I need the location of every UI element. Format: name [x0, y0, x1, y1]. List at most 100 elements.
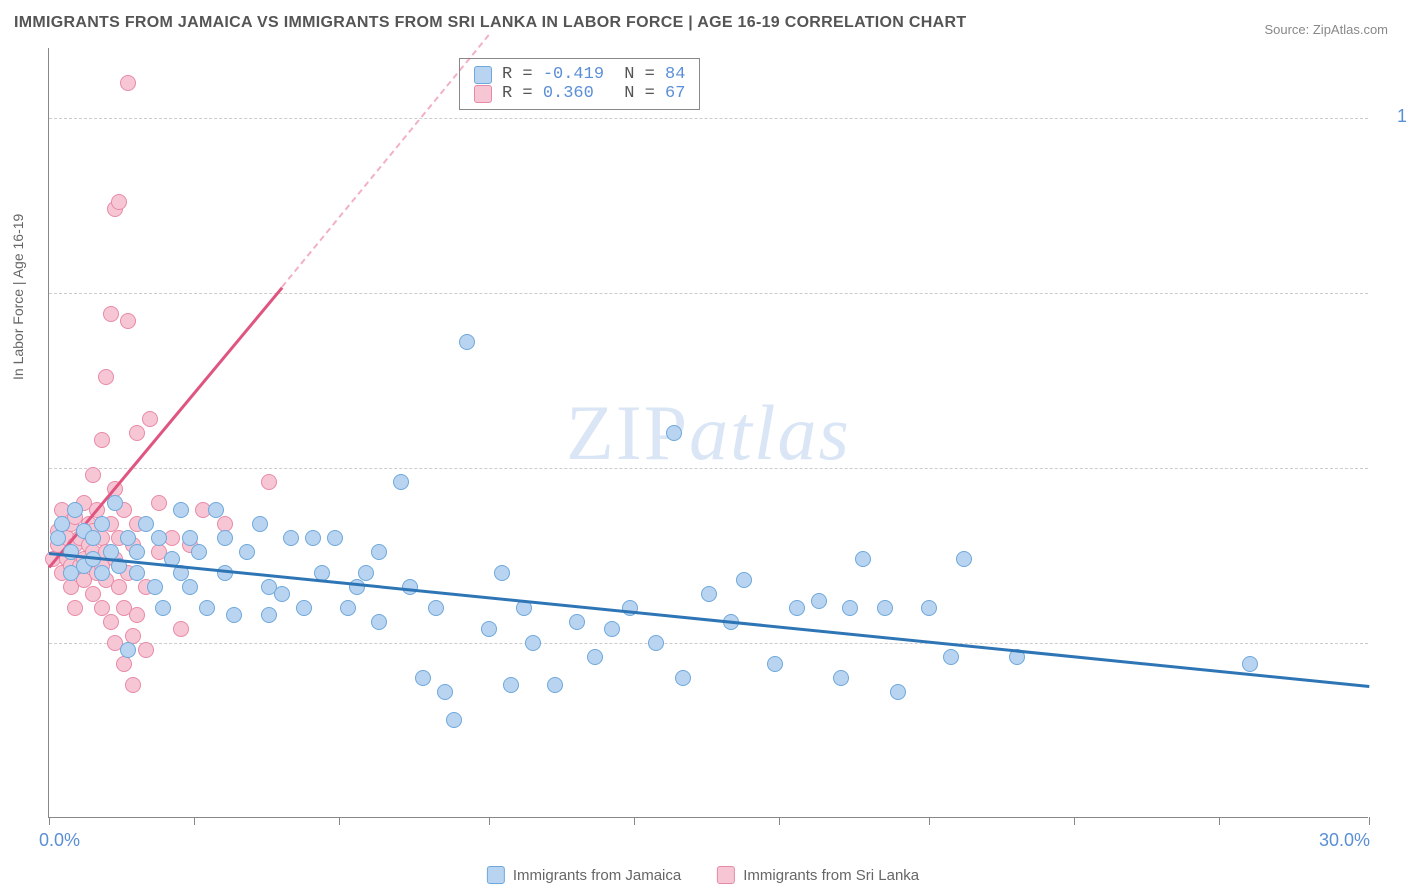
scatter-point — [63, 558, 79, 574]
gridline — [49, 468, 1368, 469]
scatter-point — [296, 600, 312, 616]
scatter-point — [261, 607, 277, 623]
scatter-point — [54, 565, 70, 581]
scatter-point — [208, 502, 224, 518]
scatter-point — [63, 579, 79, 595]
scatter-point — [54, 516, 70, 532]
scatter-point — [147, 579, 163, 595]
scatter-point — [120, 75, 136, 91]
scatter-point — [63, 516, 79, 532]
n-value-series1: 84 — [665, 65, 685, 84]
scatter-point — [103, 306, 119, 322]
stats-row-series1: R = -0.419 N = 84 — [474, 65, 685, 84]
scatter-point — [274, 586, 290, 602]
scatter-point — [481, 621, 497, 637]
scatter-point — [107, 201, 123, 217]
scatter-point — [173, 621, 189, 637]
scatter-point — [67, 502, 83, 518]
scatter-point — [85, 586, 101, 602]
scatter-point — [855, 551, 871, 567]
scatter-point — [182, 579, 198, 595]
scatter-point — [340, 600, 356, 616]
scatter-point — [116, 502, 132, 518]
scatter-point — [116, 656, 132, 672]
gridline — [49, 293, 1368, 294]
x-tick — [1074, 817, 1075, 825]
scatter-point — [129, 565, 145, 581]
x-tick — [1369, 817, 1370, 825]
scatter-point — [371, 614, 387, 630]
scatter-point — [1242, 656, 1258, 672]
scatter-point — [116, 600, 132, 616]
legend-item-series1: Immigrants from Jamaica — [487, 866, 681, 884]
scatter-point — [393, 474, 409, 490]
x-tick — [634, 817, 635, 825]
scatter-point — [89, 565, 105, 581]
chart-plot-area: ZIPatlas R = -0.419 N = 84 R = 0.360 N =… — [48, 48, 1368, 818]
scatter-point — [111, 530, 127, 546]
swatch-series1 — [474, 66, 492, 84]
scatter-point — [85, 467, 101, 483]
legend-item-series2: Immigrants from Sri Lanka — [717, 866, 919, 884]
legend-label-series2: Immigrants from Sri Lanka — [743, 867, 919, 884]
scatter-point — [142, 411, 158, 427]
scatter-point — [226, 607, 242, 623]
scatter-point — [94, 432, 110, 448]
scatter-point — [890, 684, 906, 700]
scatter-point — [94, 516, 110, 532]
scatter-point — [459, 334, 475, 350]
scatter-point — [67, 509, 83, 525]
scatter-point — [76, 558, 92, 574]
scatter-point — [103, 516, 119, 532]
watermark: ZIPatlas — [566, 388, 851, 478]
r-value-series1: -0.419 — [543, 65, 604, 84]
gridline — [49, 118, 1368, 119]
scatter-point — [125, 628, 141, 644]
x-tick — [489, 817, 490, 825]
scatter-point — [129, 544, 145, 560]
scatter-point — [833, 670, 849, 686]
scatter-point — [94, 530, 110, 546]
scatter-point — [767, 656, 783, 672]
scatter-point — [120, 313, 136, 329]
legend-label-series1: Immigrants from Jamaica — [513, 867, 681, 884]
scatter-point — [789, 600, 805, 616]
scatter-point — [164, 530, 180, 546]
scatter-point — [494, 565, 510, 581]
scatter-point — [98, 369, 114, 385]
scatter-point — [182, 537, 198, 553]
scatter-point — [50, 530, 66, 546]
scatter-point — [943, 649, 959, 665]
scatter-point — [191, 544, 207, 560]
scatter-point — [63, 565, 79, 581]
scatter-point — [129, 425, 145, 441]
x-tick-label: 30.0% — [1319, 830, 1370, 851]
trend-line — [48, 286, 283, 568]
chart-title: IMMIGRANTS FROM JAMAICA VS IMMIGRANTS FR… — [14, 14, 966, 32]
scatter-point — [428, 600, 444, 616]
scatter-point — [85, 530, 101, 546]
swatch-series2 — [474, 85, 492, 103]
scatter-point — [415, 670, 431, 686]
scatter-point — [138, 579, 154, 595]
x-tick — [339, 817, 340, 825]
scatter-point — [107, 495, 123, 511]
gridline — [49, 643, 1368, 644]
x-tick — [1219, 817, 1220, 825]
scatter-point — [67, 600, 83, 616]
y-tick-label: 75.0% — [1378, 281, 1406, 302]
scatter-point — [94, 600, 110, 616]
scatter-point — [261, 474, 277, 490]
scatter-point — [111, 194, 127, 210]
scatter-point — [217, 530, 233, 546]
stats-legend-box: R = -0.419 N = 84 R = 0.360 N = 67 — [459, 58, 700, 110]
scatter-point — [76, 551, 92, 567]
trend-line — [49, 552, 1369, 687]
scatter-point — [327, 530, 343, 546]
scatter-point — [261, 579, 277, 595]
scatter-point — [120, 530, 136, 546]
scatter-point — [305, 530, 321, 546]
scatter-point — [587, 649, 603, 665]
scatter-point — [666, 425, 682, 441]
scatter-point — [76, 572, 92, 588]
